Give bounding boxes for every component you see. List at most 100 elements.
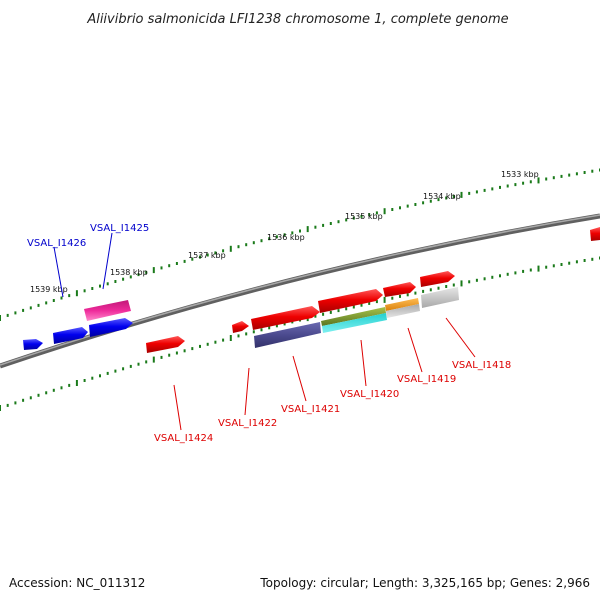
outer-tick — [0, 315, 1, 321]
feature-block-gray[interactable] — [421, 287, 459, 308]
feature-block-gray-small[interactable] — [386, 304, 420, 318]
tick-label-1534: 1534 kbp — [423, 192, 461, 201]
outer-tick — [6, 313, 9, 317]
inner-tick — [199, 344, 201, 348]
outer-tick — [437, 198, 440, 202]
topology-text: Topology: circular; Length: 3,325,165 bp… — [260, 576, 590, 590]
inner-tick — [568, 261, 571, 265]
inner-tick — [52, 388, 55, 392]
outer-tick — [214, 251, 217, 255]
outer-tick — [537, 177, 540, 184]
feature-block-orange[interactable] — [385, 298, 419, 311]
gene-label-1418[interactable]: VSAL_I1418 — [452, 360, 511, 371]
inner-tick — [375, 300, 378, 304]
outer-tick — [14, 311, 17, 315]
inner-tick — [414, 291, 417, 295]
outer-tick — [345, 218, 348, 222]
outer-tick — [591, 169, 594, 173]
outer-tick — [560, 174, 563, 178]
outer-tick — [114, 280, 117, 283]
gene-arrow-blue-2[interactable] — [53, 327, 88, 344]
outer-tick — [145, 270, 148, 274]
inner-tick — [352, 305, 355, 309]
gene-arrow-red-1418[interactable] — [420, 271, 455, 287]
feature-block-purple[interactable] — [254, 322, 321, 348]
inner-tick — [29, 396, 32, 400]
gene-label-1425[interactable]: VSAL_I1425 — [90, 223, 149, 234]
inner-tick — [537, 265, 540, 272]
inner-tick — [68, 383, 71, 387]
gene-label-1424[interactable]: VSAL_I1424 — [154, 433, 213, 444]
outer-tick — [329, 222, 332, 225]
feature-block-olive[interactable] — [321, 307, 386, 326]
accession-text: Accession: NC_011312 — [9, 576, 146, 590]
outer-tick — [406, 204, 409, 208]
inner-tick — [552, 264, 555, 268]
gene-label-1421[interactable]: VSAL_I1421 — [281, 404, 340, 415]
feature-block-cyan[interactable] — [322, 313, 387, 333]
outer-tick-row — [0, 168, 600, 321]
inner-tick — [122, 367, 125, 371]
inner-tick — [468, 280, 471, 284]
inner-tick — [137, 362, 140, 366]
outer-tick — [514, 183, 517, 187]
inner-tick — [529, 268, 532, 272]
inner-tick — [314, 314, 317, 318]
gene-arrow-blue-3[interactable] — [89, 318, 133, 337]
outer-tick — [106, 282, 109, 286]
inner-tick — [191, 347, 194, 351]
gene-arrow-red-1424[interactable] — [146, 336, 185, 353]
outer-tick — [237, 245, 240, 249]
inner-tick — [160, 355, 163, 359]
outer-tick — [245, 243, 248, 247]
inner-tick — [399, 294, 401, 298]
outer-tick — [368, 213, 371, 217]
outer-tick — [491, 187, 494, 191]
gene-label-1420[interactable]: VSAL_I1420 — [340, 389, 399, 400]
inner-tick — [175, 351, 178, 355]
inner-tick — [222, 338, 225, 342]
inner-tick — [260, 328, 263, 332]
inner-tick — [145, 360, 148, 364]
gene-arrow-blue-1[interactable] — [23, 339, 43, 350]
gene-label-1426[interactable]: VSAL_I1426 — [27, 238, 86, 249]
gene-label-1419[interactable]: VSAL_I1419 — [397, 374, 456, 385]
gene-arrow-red-1421[interactable] — [251, 306, 320, 330]
inner-tick — [114, 369, 117, 373]
inner-tick — [245, 332, 248, 336]
inner-tick — [452, 283, 455, 287]
leader-line-1426 — [53, 246, 64, 298]
inner-tick — [391, 296, 394, 300]
outer-tick — [45, 301, 48, 305]
gene-arrow-red-1419[interactable] — [383, 282, 416, 297]
outer-tick — [199, 255, 201, 259]
gene-label-1422[interactable]: VSAL_I1422 — [218, 418, 277, 429]
inner-tick — [491, 275, 494, 279]
inner-tick — [429, 288, 432, 292]
inner-tick — [560, 263, 563, 266]
outer-tick — [68, 294, 71, 298]
inner-tick — [545, 265, 548, 269]
gene-arrow-red-edge[interactable] — [590, 227, 600, 241]
inner-tick — [214, 340, 217, 344]
inner-tick — [37, 393, 40, 397]
outer-tick — [183, 259, 186, 263]
outer-tick — [191, 257, 194, 261]
inner-tick — [75, 380, 78, 386]
gene-arrow-red-1422[interactable] — [232, 321, 249, 333]
tick-label-1537: 1537 kbp — [188, 251, 226, 260]
inner-tick — [360, 303, 363, 307]
inner-tick — [422, 289, 425, 293]
outer-tick — [568, 173, 571, 177]
gene-arrow-red-1420[interactable] — [318, 289, 383, 313]
inner-tick — [83, 379, 86, 382]
gene-rna-pink[interactable] — [84, 300, 131, 321]
inner-tick — [206, 342, 209, 346]
outer-tick — [529, 180, 532, 184]
outer-tick — [322, 223, 325, 227]
outer-tick — [22, 308, 25, 312]
tick-label-1536: 1536 kbp — [267, 233, 305, 242]
inner-tick — [275, 324, 278, 328]
outer-tick — [475, 190, 478, 194]
outer-tick — [399, 206, 401, 210]
